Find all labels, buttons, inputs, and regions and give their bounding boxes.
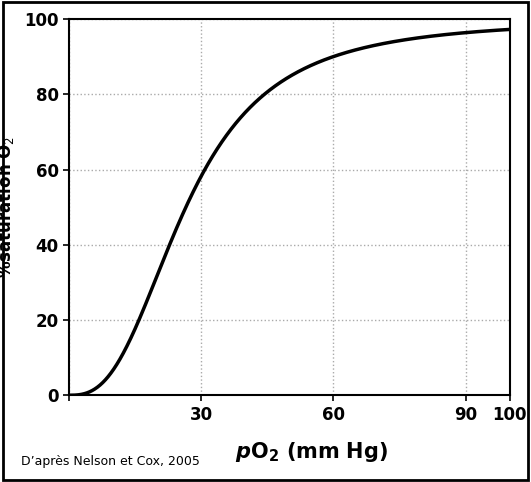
- Text: D’après Nelson et Cox, 2005: D’après Nelson et Cox, 2005: [21, 455, 200, 468]
- Text: $\bfit{p}$$\mathbf{O_2}$ $\mathbf{(mm\ Hg)}$: $\bfit{p}$$\mathbf{O_2}$ $\mathbf{(mm\ H…: [235, 441, 388, 464]
- Y-axis label: %saturation O$_2$: %saturation O$_2$: [0, 136, 16, 279]
